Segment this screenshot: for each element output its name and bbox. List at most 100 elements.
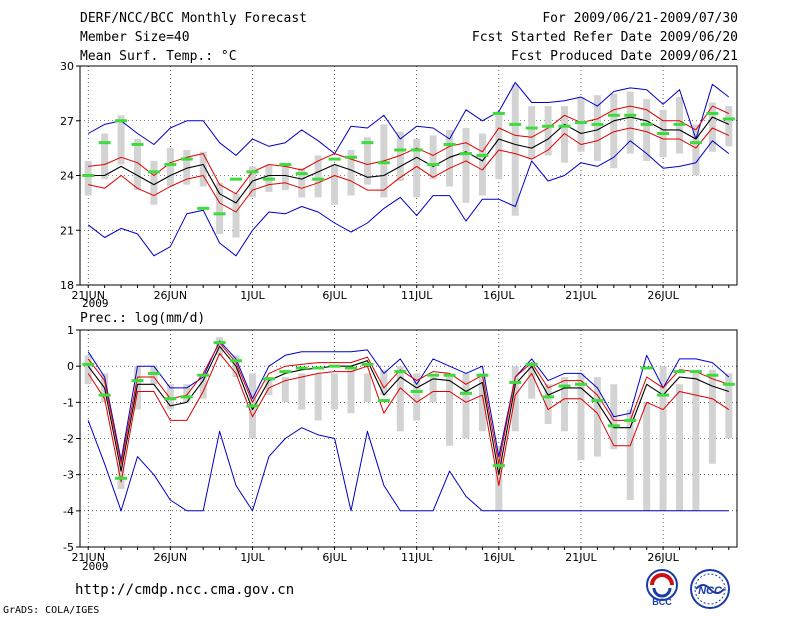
- precipitation-box-day-1: [84, 355, 92, 385]
- temperature-xtick-label: 26JUL: [647, 289, 679, 302]
- precipitation-box-day-37: [676, 384, 684, 511]
- temperature-mean-plus-std-line: [88, 105, 730, 195]
- temperature-box-day-1: [84, 160, 92, 196]
- temperature-box-day-35: [643, 98, 651, 161]
- precipitation-mean-line: [87, 345, 729, 476]
- precipitation-box-day-34: [626, 409, 634, 500]
- temperature-xtick-label: 26JUN: [154, 289, 188, 302]
- precipitation-xtick-label: 21JUN: [71, 551, 105, 564]
- temperature-box-day-23: [446, 129, 454, 187]
- temperature-box-day-26: [495, 111, 503, 180]
- precipitation-box-day-16: [331, 373, 339, 410]
- temperature-xtick-label: 11JUL: [401, 289, 433, 302]
- temperature-ytick-label: 24: [60, 170, 74, 183]
- variable-label: Mean Surf. Temp.: °C: [80, 49, 237, 64]
- bcc-logo: BCC: [646, 569, 678, 607]
- temperature-xtick-label: 6JUL: [322, 289, 347, 302]
- chart-title: DERF/NCC/BCC Monthly Forecast: [80, 11, 307, 26]
- precipitation-xtick-label: 26JUL: [647, 551, 679, 564]
- temperature-box-day-2: [101, 133, 109, 180]
- temperature-box-day-4: [133, 139, 141, 191]
- source-url[interactable]: http://cmdp.ncc.cma.gov.cn: [75, 582, 295, 598]
- precipitation-xtick-label: 11JUL: [401, 551, 433, 564]
- temperature-mean-line: [88, 116, 730, 204]
- precipitation-box-day-24: [462, 373, 470, 439]
- temperature-box-day-33: [610, 93, 618, 169]
- precipitation-box-day-5: [150, 366, 158, 385]
- precipitation-box-day-15: [314, 373, 322, 421]
- temperature-ytick-label: 18: [60, 279, 74, 292]
- temperature-box-day-39: [708, 102, 716, 152]
- precipitation-ytick-label: -5: [63, 541, 74, 554]
- precipitation-max-line: [87, 340, 730, 461]
- temperature-box-day-3: [117, 115, 125, 165]
- temperature-ytick-label: 30: [60, 60, 74, 73]
- precipitation-box-day-38: [692, 369, 700, 511]
- precipitation-box-day-21: [413, 373, 421, 421]
- precipitation-ytick-label: -1: [63, 396, 74, 409]
- temperature-xtick-label: 1JUL: [240, 289, 265, 302]
- precipitation-box-day-35: [643, 402, 651, 511]
- precipitation-mean-plus-std-line: [87, 342, 729, 465]
- temperature-box-day-7: [183, 149, 191, 185]
- precipitation-box-day-32: [593, 377, 601, 457]
- temperature-box-day-32: [593, 95, 601, 161]
- temperature-box-day-14: [298, 168, 306, 198]
- temperature-xtick-label: 21JUN: [71, 289, 105, 302]
- temperature-box-day-15: [314, 155, 322, 198]
- precipitation-box-day-29: [544, 384, 552, 425]
- temperature-xtick-label: 16JUL: [483, 289, 515, 302]
- precipitation-box-day-8: [199, 377, 207, 399]
- temperature-box-day-20: [396, 131, 404, 181]
- temperature-ytick-label: 27: [60, 115, 74, 128]
- temperature-box-day-5: [150, 160, 158, 205]
- temp-year-label: 2009: [82, 297, 109, 310]
- temperature-box-day-31: [577, 97, 585, 152]
- precipitation-box-day-4: [133, 366, 141, 410]
- precipitation-xtick-label: 6JUL: [322, 551, 347, 564]
- precipitation-box-day-13: [281, 377, 289, 403]
- forecast-period: For 2009/06/21-2009/07/30: [542, 11, 738, 26]
- precipitation-box-day-27: [511, 366, 519, 432]
- temperature-box-day-24: [462, 128, 470, 203]
- precipitation-box-day-20: [396, 366, 404, 432]
- precipitation-box-day-14: [298, 373, 306, 410]
- precipitation-box-day-36: [659, 366, 667, 511]
- precipitation-ytick-label: -2: [63, 433, 74, 446]
- precipitation-xtick-label: 26JUN: [154, 551, 188, 564]
- temperature-max-line: [87, 81, 730, 156]
- precipitation-box-day-26: [495, 445, 503, 511]
- temperature-min-line: [87, 140, 730, 257]
- precipitation-xtick-label: 16JUL: [483, 551, 515, 564]
- temperature-box-day-38: [692, 124, 700, 176]
- temperature-box-day-22: [429, 135, 437, 180]
- precipitation-xtick-label: 21JUL: [565, 551, 597, 564]
- precipitation-box-day-39: [708, 369, 716, 464]
- ncc-logo-text: NCC: [698, 585, 723, 597]
- precipitation-ytick-label: 1: [67, 324, 74, 337]
- precipitation-box-day-25: [478, 373, 486, 432]
- temperature-xtick-label: 21JUL: [565, 289, 597, 302]
- temperature-box-day-16: [331, 164, 339, 205]
- precipitation-box-day-31: [577, 373, 585, 461]
- temperature-box-day-10: [232, 193, 240, 238]
- precipitation-ytick-label: 0: [67, 360, 74, 373]
- precipitation-box-day-28: [528, 362, 536, 399]
- forecast-produced-date: Fcst Produced Date 2009/06/21: [511, 49, 738, 64]
- temperature-box-day-40: [725, 106, 733, 147]
- temperature-box-day-29: [544, 106, 552, 156]
- precipitation-box-day-19: [380, 369, 388, 396]
- precipitation-xtick-label: 1JUL: [240, 551, 265, 564]
- temperature-box-day-34: [626, 91, 634, 154]
- temperature-box-day-25: [478, 133, 486, 196]
- precipitation-box-day-30: [561, 377, 569, 432]
- precipitation-ytick-label: -3: [63, 469, 74, 482]
- precipitation-box-day-23: [446, 373, 454, 446]
- forecast-started-date: Fcst Started Refer Date 2009/06/20: [471, 30, 738, 45]
- grads-credit: GrADS: COLA/IGES: [3, 605, 100, 616]
- temperature-mean-minus-std-line: [88, 127, 730, 213]
- member-size-label: Member Size=40: [80, 30, 190, 45]
- precipitation-box-day-7: [183, 384, 191, 403]
- precip-year-label: 2009: [82, 560, 109, 573]
- bcc-logo-text: BCC: [652, 597, 672, 607]
